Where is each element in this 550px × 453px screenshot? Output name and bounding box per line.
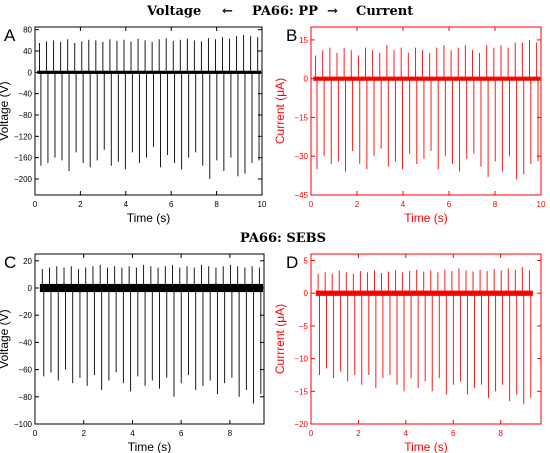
x-tick-label: 4	[124, 200, 129, 209]
chart-panel-a: 0 2 4 6 8 10 80 40 0 −40 −80 −120 −160 −200 Time (s) Vo…	[0, 26, 267, 225]
x-tick-label: 8	[493, 200, 498, 209]
y-tick-label: −10	[294, 355, 308, 364]
x-tick-label: 8	[214, 200, 219, 209]
y-tick-label: −80	[18, 111, 32, 120]
y-tick-label: 5	[304, 257, 309, 266]
y-tick-label: 15	[299, 36, 308, 45]
baseline-noise	[39, 283, 264, 293]
x-tick-label: 2	[81, 429, 86, 438]
panel-letter-a: A	[4, 26, 16, 45]
y-tick-label: 0	[304, 75, 309, 84]
baseline-noise	[37, 70, 262, 74]
y-tick-label: −45	[294, 191, 308, 200]
x-tick-label: 6	[451, 429, 456, 438]
series-c	[41, 264, 262, 404]
y-tick-label: −160	[14, 154, 33, 163]
x-tick-label: 4	[401, 200, 406, 209]
x-tick-label: 6	[447, 200, 452, 209]
plot-frame	[34, 253, 265, 425]
x-tick-label: 0	[309, 429, 314, 438]
series-d	[317, 267, 532, 405]
panel-letter-d: D	[286, 253, 298, 272]
y-tick-label: 80	[23, 26, 32, 35]
plot-frame	[310, 26, 542, 196]
y-tick-label: 0	[28, 284, 33, 293]
y-tick-label: −100	[14, 420, 33, 429]
y-tick-label: −20	[18, 311, 32, 320]
y-tick-label: −80	[18, 393, 32, 402]
y-tick-label: −40	[18, 338, 32, 347]
x-tick-label: 0	[33, 429, 38, 438]
header-title-sebs: PA66: SEBS	[240, 231, 326, 246]
x-tick-label: 0	[33, 200, 38, 209]
plot-frame	[34, 26, 263, 196]
header-voltage: Voltage	[146, 4, 201, 19]
chart-panel-c: 0 2 4 6 8 20 0 −20 −40 −60 −80 −100 Time (s) Voltage …	[0, 253, 265, 453]
y-tick-label: 0	[304, 289, 309, 298]
x-tick-label: 6	[169, 200, 174, 209]
x-axis-label: Time (s)	[404, 440, 448, 453]
chart-panel-b: 0 2 4 6 8 10 15 0 −15 −30 −45 Time (s) Current (μA)	[273, 26, 546, 225]
panel-letter-c: C	[4, 253, 16, 272]
x-axis-label: Time (s)	[404, 211, 448, 225]
panel-letter-b: B	[286, 26, 297, 45]
header-current: Current	[356, 4, 413, 19]
y-tick-label: −120	[14, 132, 33, 141]
x-axis-label: Time (s)	[128, 440, 172, 453]
y-tick-label: −30	[294, 152, 308, 161]
baseline-noise	[315, 290, 533, 296]
x-tick-label: 4	[130, 429, 135, 438]
x-tick-label: 8	[228, 429, 233, 438]
x-tick-label: 4	[404, 429, 409, 438]
y-axis-label: Current (μA)	[273, 78, 287, 144]
header-title-pp: PA66: PP	[252, 4, 318, 19]
y-tick-label: 0	[28, 68, 33, 77]
header-arrow-right: →	[327, 4, 338, 19]
y-tick-label: −60	[18, 366, 32, 375]
x-axis-label: Time (s)	[127, 211, 171, 225]
y-tick-label: −15	[294, 387, 308, 396]
x-tick-label: 2	[355, 200, 360, 209]
series-b	[315, 39, 539, 180]
y-axis-label: Voltage (V)	[0, 309, 11, 368]
y-tick-label: −40	[18, 90, 32, 99]
y-tick-label: −200	[14, 175, 33, 184]
x-tick-label: 10	[258, 200, 267, 209]
y-axis-label: Voltage (V)	[0, 81, 11, 140]
chart-panel-d: 0 2 4 6 8 5 0 −5 −10 −15 −20 Time (s) Currrent (μA)	[273, 253, 542, 453]
y-tick-label: 20	[23, 257, 32, 266]
y-tick-label: −20	[294, 420, 308, 429]
baseline-noise	[313, 76, 541, 81]
x-tick-label: 8	[498, 429, 503, 438]
y-tick-label: −15	[294, 113, 308, 122]
x-tick-label: 0	[309, 200, 314, 209]
y-axis-label: Currrent (μA)	[273, 304, 287, 374]
x-tick-label: 10	[537, 200, 546, 209]
series-a	[39, 35, 260, 179]
header-arrow-left: ←	[222, 4, 233, 19]
x-tick-label: 2	[78, 200, 83, 209]
y-tick-label: −5	[299, 322, 309, 331]
x-tick-label: 6	[179, 429, 184, 438]
y-tick-label: 40	[23, 47, 32, 56]
x-tick-label: 2	[356, 429, 361, 438]
plot-frame	[310, 253, 542, 425]
